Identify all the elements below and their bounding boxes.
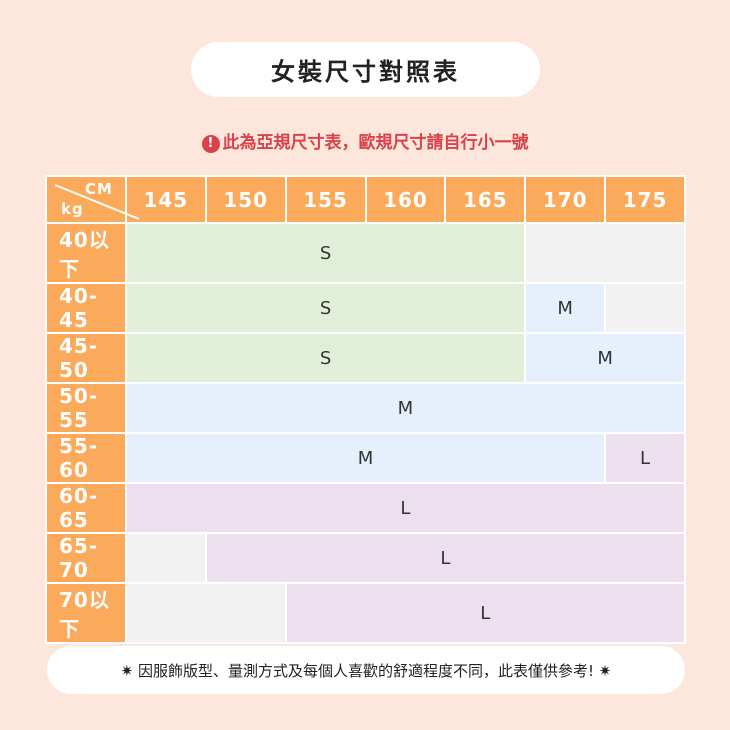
size-chart-table: CM kg 145 150 155 160 165 170 175 40以下 S 40-45 S M… xyxy=(45,175,687,644)
weight-header: 40以下 xyxy=(45,222,127,284)
size-cell: M xyxy=(124,382,687,434)
weight-header: 40-45 xyxy=(45,282,127,334)
empty-cell xyxy=(124,582,287,644)
empty-cell xyxy=(604,282,686,334)
empty-cell xyxy=(124,532,207,584)
size-cell: M xyxy=(124,432,607,484)
height-header: 150 xyxy=(204,175,287,224)
size-cell: L xyxy=(284,582,687,644)
size-cell: L xyxy=(604,432,686,484)
size-cell: L xyxy=(204,532,687,584)
diagonal-line xyxy=(54,184,140,220)
height-header: 160 xyxy=(364,175,447,224)
table-row: 60-65 L xyxy=(45,482,687,534)
height-header: 165 xyxy=(444,175,527,224)
warning-text: ! 此為亞規尺寸表，歐規尺寸請自行小一號 xyxy=(0,128,730,153)
disclaimer-note: ✷ 因服飾版型、量測方式及每個人喜歡的舒適程度不同，此表僅供參考! ✷ xyxy=(47,646,685,694)
size-cell: L xyxy=(124,482,687,534)
table-row: 65-70 L xyxy=(45,532,687,584)
table-row: 50-55 M xyxy=(45,382,687,434)
corner-header: CM kg xyxy=(45,175,140,224)
height-header: 155 xyxy=(284,175,367,224)
header-row: CM kg 145 150 155 160 165 170 175 xyxy=(45,175,686,224)
table-row: 45-50 S M xyxy=(45,332,686,384)
height-header: 145 xyxy=(124,175,207,224)
table-row: 70以下 L xyxy=(45,582,687,644)
size-cell: M xyxy=(524,282,607,334)
table-row: 40以下 S xyxy=(45,222,686,284)
size-cell: S xyxy=(124,222,527,284)
weight-header: 65-70 xyxy=(45,532,127,584)
weight-header: 55-60 xyxy=(45,432,127,484)
size-cell: S xyxy=(124,332,527,384)
size-cell: S xyxy=(124,282,527,334)
size-cell: M xyxy=(524,332,686,384)
exclamation-icon: ! xyxy=(201,135,220,153)
height-header: 170 xyxy=(524,175,607,224)
weight-header: 50-55 xyxy=(45,382,127,434)
page-title: 女裝尺寸對照表 xyxy=(191,42,540,97)
weight-header: 60-65 xyxy=(45,482,127,534)
weight-header: 70以下 xyxy=(45,582,127,644)
weight-header: 45-50 xyxy=(45,332,127,384)
table-row: 40-45 S M xyxy=(45,282,686,334)
table-row: 55-60 M L xyxy=(45,432,686,484)
empty-cell xyxy=(524,222,686,284)
height-header: 175 xyxy=(604,175,686,224)
